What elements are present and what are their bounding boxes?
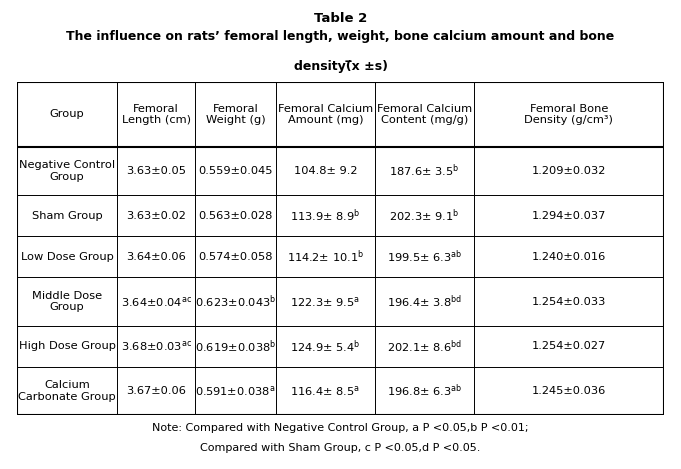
- Text: 122.3± 9.5$^{\mathregular{a}}$: 122.3± 9.5$^{\mathregular{a}}$: [290, 295, 360, 309]
- Text: 1.209±0.032: 1.209±0.032: [532, 166, 606, 176]
- Text: 3.64±0.04$^{\mathregular{ac}}$: 3.64±0.04$^{\mathregular{ac}}$: [121, 295, 191, 309]
- Text: 116.4± 8.5$^{\mathregular{a}}$: 116.4± 8.5$^{\mathregular{a}}$: [290, 384, 360, 398]
- Text: 1.294±0.037: 1.294±0.037: [532, 211, 606, 220]
- Text: Femoral
Weight (g): Femoral Weight (g): [206, 104, 265, 125]
- Text: 0.574±0.058: 0.574±0.058: [198, 252, 272, 262]
- Text: 0.623±0.043$^{\mathregular{b}}$: 0.623±0.043$^{\mathregular{b}}$: [195, 293, 276, 310]
- Text: 199.5± 6.3$^{\mathregular{ab}}$: 199.5± 6.3$^{\mathregular{ab}}$: [387, 249, 462, 265]
- Text: Calcium
Carbonate Group: Calcium Carbonate Group: [18, 380, 116, 402]
- Text: density(̅x ±s): density(̅x ±s): [294, 60, 387, 73]
- Text: 3.63±0.02: 3.63±0.02: [126, 211, 186, 220]
- Text: 196.8± 6.3$^{\mathregular{ab}}$: 196.8± 6.3$^{\mathregular{ab}}$: [387, 383, 462, 399]
- Text: 124.9± 5.4$^{\mathregular{b}}$: 124.9± 5.4$^{\mathregular{b}}$: [290, 338, 360, 355]
- Text: 3.67±0.06: 3.67±0.06: [126, 386, 186, 396]
- Text: Femoral
Length (cm): Femoral Length (cm): [122, 104, 191, 125]
- Text: 0.619±0.038$^{\mathregular{b}}$: 0.619±0.038$^{\mathregular{b}}$: [195, 338, 276, 355]
- Text: Compared with Sham Group, c P <0.05,d P <0.05.: Compared with Sham Group, c P <0.05,d P …: [200, 443, 481, 453]
- Text: 202.1± 8.6$^{\mathregular{bd}}$: 202.1± 8.6$^{\mathregular{bd}}$: [387, 338, 462, 355]
- Text: 0.591±0.038$^{\mathregular{a}}$: 0.591±0.038$^{\mathregular{a}}$: [195, 384, 276, 398]
- Text: The influence on rats’ femoral length, weight, bone calcium amount and bone: The influence on rats’ femoral length, w…: [66, 30, 615, 44]
- Text: Middle Dose
Group: Middle Dose Group: [32, 291, 102, 312]
- Text: High Dose Group: High Dose Group: [18, 341, 116, 351]
- Text: 196.4± 3.8$^{\mathregular{bd}}$: 196.4± 3.8$^{\mathregular{bd}}$: [387, 293, 462, 310]
- Text: 202.3± 9.1$^{\mathregular{b}}$: 202.3± 9.1$^{\mathregular{b}}$: [389, 207, 460, 224]
- Text: Sham Group: Sham Group: [32, 211, 103, 220]
- Text: 104.8± 9.2: 104.8± 9.2: [294, 166, 357, 176]
- Text: 1.254±0.033: 1.254±0.033: [532, 296, 606, 307]
- Text: Low Dose Group: Low Dose Group: [20, 252, 114, 262]
- Text: Table 2: Table 2: [314, 12, 367, 25]
- Text: Femoral Calcium
Content (mg/g): Femoral Calcium Content (mg/g): [377, 104, 472, 125]
- Text: 3.63±0.05: 3.63±0.05: [126, 166, 186, 176]
- Text: 3.68±0.03$^{\mathregular{ac}}$: 3.68±0.03$^{\mathregular{ac}}$: [121, 339, 191, 353]
- Text: 1.245±0.036: 1.245±0.036: [532, 386, 606, 396]
- Text: Negative Control
Group: Negative Control Group: [19, 160, 115, 182]
- Text: Femoral Calcium
Amount (mg): Femoral Calcium Amount (mg): [278, 104, 373, 125]
- Text: 114.2± 10.1$^{\mathregular{b}}$: 114.2± 10.1$^{\mathregular{b}}$: [287, 249, 364, 265]
- Text: 113.9± 8.9$^{\mathregular{b}}$: 113.9± 8.9$^{\mathregular{b}}$: [290, 207, 360, 224]
- Text: Note: Compared with Negative Control Group, a P <0.05,b P <0.01;: Note: Compared with Negative Control Gro…: [153, 423, 528, 433]
- Text: 0.563±0.028: 0.563±0.028: [198, 211, 272, 220]
- Text: 187.6± 3.5$^{\mathregular{b}}$: 187.6± 3.5$^{\mathregular{b}}$: [389, 163, 460, 179]
- Text: Group: Group: [50, 109, 84, 120]
- Text: 1.240±0.016: 1.240±0.016: [532, 252, 606, 262]
- Text: Femoral Bone
Density (g/cm³): Femoral Bone Density (g/cm³): [524, 104, 614, 125]
- Text: 0.559±0.045: 0.559±0.045: [198, 166, 272, 176]
- Text: 3.64±0.06: 3.64±0.06: [126, 252, 186, 262]
- Text: 1.254±0.027: 1.254±0.027: [532, 341, 606, 351]
